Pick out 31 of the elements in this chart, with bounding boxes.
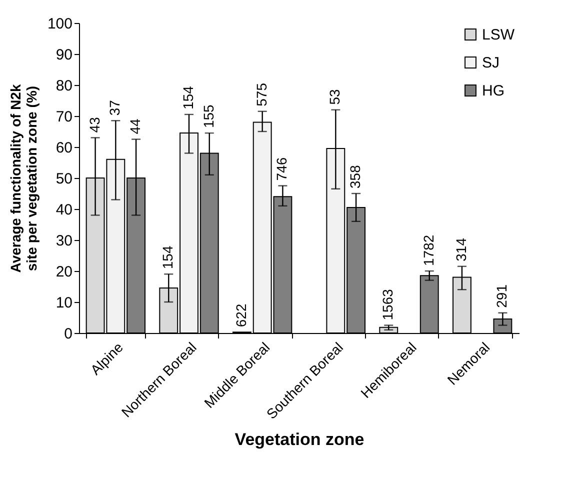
y-tick-label: 50 — [56, 170, 72, 188]
annotation: 154 — [160, 246, 176, 270]
y-tick-label: 10 — [56, 294, 72, 312]
annotation: 154 — [180, 86, 196, 110]
y-tick-label: 20 — [56, 264, 72, 280]
y-axis-title: Average functionality of N2k site per vegetation zone (%) — [7, 84, 40, 273]
annotation: 1782 — [420, 234, 436, 266]
legend-label: LSW — [482, 26, 516, 44]
annotation: 314 — [452, 238, 469, 262]
y-tick-label: 30 — [56, 232, 72, 250]
annotation: 575 — [253, 82, 270, 106]
annotation: 622 — [232, 304, 249, 328]
y-tick-label: 80 — [56, 78, 72, 94]
y-tick-label: 0 — [64, 326, 72, 342]
y-tick-label: 40 — [56, 202, 72, 218]
annotation: 37 — [106, 100, 123, 116]
annotation: 358 — [347, 164, 364, 188]
annotation: 155 — [200, 104, 216, 128]
legend-label: SJ — [482, 54, 500, 72]
x-axis-title: Vegetation zone — [234, 430, 364, 449]
y-tick-label: 70 — [56, 108, 72, 126]
y-tick-label: 90 — [56, 46, 72, 64]
annotation: 1563 — [380, 288, 396, 320]
annotation: 746 — [274, 157, 290, 181]
annotation: 44 — [127, 118, 144, 134]
legend-label: HG — [482, 82, 504, 100]
y-tick-label: 100 — [47, 16, 72, 32]
annotation: 53 — [326, 89, 343, 105]
y-tick-label: 60 — [56, 140, 72, 156]
annotation: 291 — [494, 284, 510, 308]
annotation: 43 — [86, 116, 102, 133]
